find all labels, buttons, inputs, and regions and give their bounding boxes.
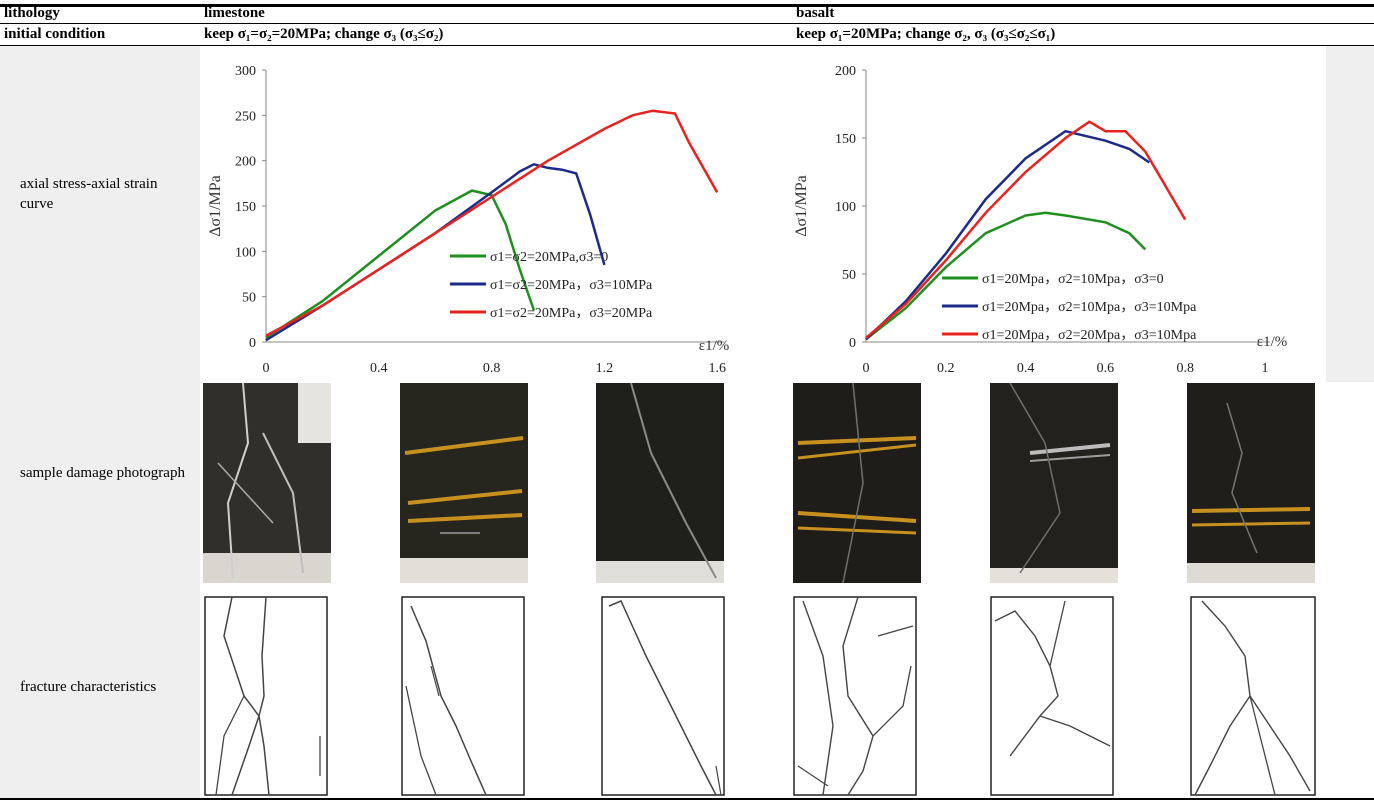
y-tick-label: 150 xyxy=(235,200,256,215)
basalt-photo-1 xyxy=(793,383,921,583)
y-tick-label: 0 xyxy=(249,336,256,351)
legend-label: σ1=20Mpa，σ2=20Mpa，σ3=10Mpa xyxy=(982,328,1197,343)
y-tick-label: 100 xyxy=(235,245,256,260)
limestone-heading: limestone xyxy=(204,5,265,21)
basalt-heading: basalt xyxy=(796,5,835,21)
y-axis-label: Δσ1/MPa xyxy=(793,175,810,237)
row-label-column xyxy=(0,46,200,798)
y-tick-label: 200 xyxy=(835,64,856,79)
x-tick-label: 0.4 xyxy=(1017,361,1035,376)
x-tick-label: 1.2 xyxy=(596,361,614,376)
x-tick-label: 0.8 xyxy=(483,361,501,376)
x-tick-label: 0 xyxy=(263,361,270,376)
basalt-fracture-sketch-2 xyxy=(990,596,1114,796)
legend-label: σ1=σ2=20MPa，σ3=20MPa xyxy=(490,306,653,321)
y-tick-label: 150 xyxy=(835,132,856,147)
x-axis-label: ε1/% xyxy=(1257,334,1287,350)
x-tick-label: 0 xyxy=(863,361,870,376)
photo-row-label: sample damage photograph xyxy=(20,465,185,481)
x-tick-label: 0.8 xyxy=(1176,361,1194,376)
limestone-condition: keep σ₁=σ₂=20MPa; change σ₃ (σ₃≤σ₂) xyxy=(204,26,444,42)
limestone-photo-3 xyxy=(596,383,724,583)
basalt-chart: 0 50 100 150 200 0 0.2 0.4 0.6 0.8 1 Δσ1/MPa ε1/% σ1=… xyxy=(780,46,1326,382)
limestone-photo-2 xyxy=(400,383,528,583)
bottom-rule xyxy=(0,798,1374,800)
x-tick-label: 0.2 xyxy=(937,361,955,376)
basalt-fracture-sketch-1 xyxy=(793,596,917,796)
y-tick-label: 200 xyxy=(235,155,256,170)
basalt-photo-2 xyxy=(990,383,1118,583)
condition-divider xyxy=(0,45,1374,46)
right-margin-panel xyxy=(1326,46,1374,382)
basalt-photo-3 xyxy=(1187,383,1315,583)
lithology-row: lithology limestone basalt xyxy=(0,5,1374,23)
x-tick-label: 1.6 xyxy=(708,361,726,376)
x-tick-label: 0.6 xyxy=(1097,361,1115,376)
basalt-stress-strain-chart: 0 50 100 150 200 0 0.2 0.4 0.6 0.8 1 Δσ1/MPa ε1/% σ1=… xyxy=(793,64,1287,376)
series-line-1 xyxy=(265,189,536,339)
fracture-row-label: fracture characteristics xyxy=(20,679,157,695)
limestone-photo-1 xyxy=(203,383,331,583)
y-tick-label: 100 xyxy=(835,200,856,215)
y-tick-label: 250 xyxy=(235,109,256,124)
limestone-stress-strain-chart: 0 50 100 150 200 250 300 0 0.4 0.8 1.2 1.6 Δσ1/MPa ε1… xyxy=(207,64,729,376)
series-line-2 xyxy=(865,129,1151,341)
y-tick-label: 50 xyxy=(842,268,856,283)
y-tick-label: 300 xyxy=(235,64,256,79)
basalt-condition: keep σ₁=20MPa; change σ₂, σ₃ (σ₃≤σ₂≤σ₁) xyxy=(796,26,1056,42)
legend-label: σ1=20Mpa，σ2=10Mpa，σ3=0 xyxy=(982,272,1164,287)
initial-condition-label: initial condition xyxy=(4,26,106,42)
series-line-3 xyxy=(265,109,719,337)
limestone-fracture-sketch-3 xyxy=(601,596,725,796)
x-axis-label: ε1/% xyxy=(699,338,729,354)
legend-label: σ1=σ2=20MPa，σ3=10MPa xyxy=(490,278,653,293)
limestone-fracture-sketch-2 xyxy=(401,596,525,796)
header-divider xyxy=(0,23,1374,24)
limestone-fracture-sketch-1 xyxy=(204,596,328,796)
top-rule xyxy=(0,4,1374,7)
series-line-3 xyxy=(865,120,1187,339)
basalt-fracture-sketch-3 xyxy=(1190,596,1316,796)
x-tick-label: 1 xyxy=(1262,361,1269,376)
y-tick-label: 50 xyxy=(242,291,256,306)
y-axis-label: Δσ1/MPa xyxy=(207,175,224,237)
legend-label: σ1=20Mpa，σ2=10Mpa，σ3=10Mpa xyxy=(982,300,1197,315)
initial-condition-row: initial condition keep σ₁=σ₂=20MPa; chan… xyxy=(0,26,1374,44)
y-tick-label: 0 xyxy=(849,336,856,351)
lithology-label: lithology xyxy=(4,5,60,21)
series-line-1 xyxy=(865,211,1147,341)
limestone-chart: 0 50 100 150 200 250 300 0 0.4 0.8 1.2 1.6 Δσ1/MPa ε1… xyxy=(204,46,774,382)
curve-row-label: axial stress-axial strain curve xyxy=(20,176,158,212)
legend-label: σ1=σ2=20MPa,σ3=0 xyxy=(490,250,608,265)
x-tick-label: 0.4 xyxy=(370,361,388,376)
